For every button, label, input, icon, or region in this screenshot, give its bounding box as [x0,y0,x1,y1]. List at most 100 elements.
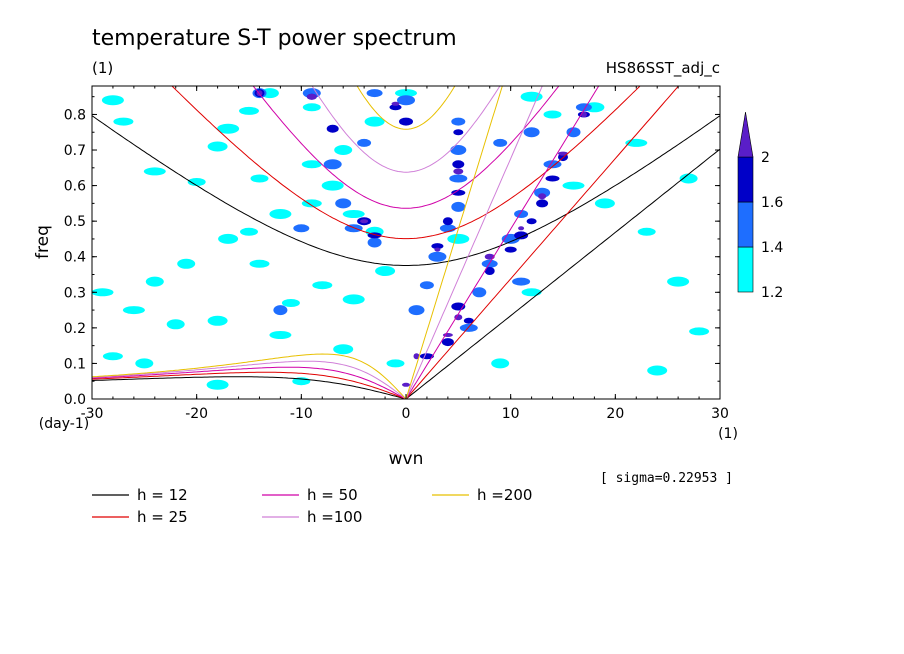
power-patch-1.2 [521,288,542,297]
kelvin-curve-h12 [405,148,720,399]
y-axis-label: freq [33,225,53,259]
power-patch-1.6 [431,243,444,250]
colorbar-label: 1.4 [761,240,783,256]
colorbar-swatch [737,156,754,203]
power-patch-1.4 [472,287,487,298]
power-patch-1.2 [447,233,470,244]
power-patch-1.2 [143,167,166,176]
power-patch-1.2 [667,276,690,287]
power-patch-1.6 [545,175,560,182]
power-patch-1.2 [166,319,185,330]
colorbar-swatch [737,246,754,293]
power-patch-1.2 [269,209,292,219]
power-patch-1.4 [323,159,342,170]
kelvin-curve-h25 [405,86,680,399]
power-patch-1.2 [206,379,229,390]
ig-curve-h100 [311,86,501,173]
x-unit-label: (1) [718,426,738,442]
power-patch-1.4 [450,145,467,155]
power-patch-1.4 [397,95,415,106]
power-patch-1.2 [145,276,164,287]
y-tick-label: 0.4 [64,250,86,266]
power-patch-1.6 [463,317,474,324]
ig-curve-h200 [356,86,456,130]
sigma-annotation: [ sigma=0.22953 ] [600,471,733,486]
power-patch-1.2 [520,91,543,102]
power-patch-2 [518,226,525,231]
power-patch-1.2 [562,181,585,190]
power-patch-1.6 [452,160,465,169]
power-patch-1.6 [484,267,495,275]
x-axis-label: wvn [389,449,424,469]
power-patch-1.6 [441,338,454,347]
power-patch-2 [558,151,568,156]
kelvin-curve-h50 [405,86,600,399]
power-patch-1.2 [92,288,114,297]
power-patch-2 [413,353,420,360]
y-tick-label: 0.5 [64,214,86,230]
power-patch-1.2 [207,315,228,326]
power-patch-1.2 [249,259,270,268]
power-patch-1.6 [453,129,464,136]
power-patch-1.2 [240,227,258,236]
power-patch-1.6 [504,246,517,253]
power-patch-1.2 [342,294,365,305]
y-tick-label: 0.8 [64,107,86,123]
colorbar-label: 1.6 [761,195,783,211]
power-patch-1.4 [293,224,310,233]
y-tick-label: 0.6 [64,179,86,195]
x-tick-label: 10 [502,406,520,422]
power-patch-1.2 [269,331,292,339]
power-patch-1.2 [187,178,206,186]
legend-label-h50: h = 50 [307,486,358,504]
ig-curve-h12 [92,115,720,266]
power-patch-2 [454,314,463,321]
y-tick-label: 0.7 [64,143,86,159]
power-patch-1.4 [451,117,466,126]
power-patch-2 [306,93,317,100]
power-patch-2 [538,193,547,200]
power-patch-1.2 [679,173,698,184]
power-patch-1.2 [218,233,239,244]
ig-curve-h25 [171,86,641,240]
plot-frame [91,85,721,400]
power-patch-1.4 [408,305,425,316]
power-patch-1.2 [101,95,124,106]
power-patch-1.4 [493,138,508,147]
er-curve-h200 [92,353,407,399]
power-patch-1.6 [442,217,453,226]
power-patch-1.2 [491,358,510,369]
power-patch-1.2 [207,141,228,152]
power-patch-1.2 [239,106,259,115]
x-tick-label: 30 [711,406,729,422]
power-patch-1.2 [386,359,405,368]
power-patch-1.4 [575,103,592,112]
kelvin-curve-h200 [405,86,503,399]
power-patch-1.6 [514,231,529,240]
colorbar-swatch [737,201,754,248]
x-tick-label: 0 [402,406,411,422]
y-tick-label: 0.3 [64,285,86,301]
power-patch-1.2 [321,180,344,191]
power-patch-1.2 [113,117,134,126]
power-patch-2 [360,219,369,224]
power-patch-1.6 [526,218,537,225]
power-patch-1.2 [594,198,615,209]
x-axis-ticks: -30 -20 -10 0 10 20 30 [81,86,729,422]
x-tick-label: -20 [185,406,208,422]
power-patch-1.4 [451,201,466,212]
y-tick-label: 0.1 [64,356,86,372]
power-patch-1.4 [534,187,551,198]
power-patch-1.2 [302,103,321,112]
er-curve-h50 [92,366,407,399]
power-patch-1.4 [428,251,447,262]
power-patch-1.2 [122,306,145,315]
power-patch-1.2 [135,358,154,369]
power-patch-1.4 [419,281,434,290]
power-patch-1.2 [647,365,668,376]
chart-subtitle-left: (1) [92,59,113,77]
power-patch-1.6 [451,189,466,196]
power-patch-1.4 [366,89,383,98]
plot-shading [92,88,710,390]
